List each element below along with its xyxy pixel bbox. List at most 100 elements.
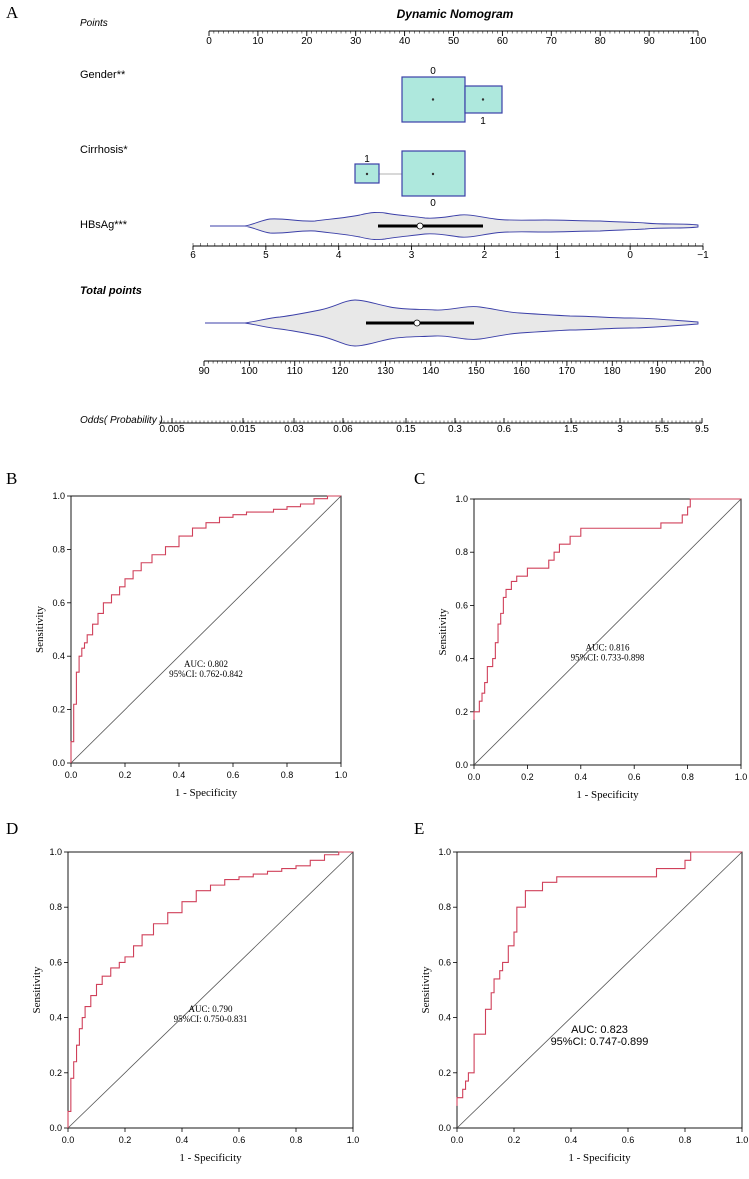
- hbsag-row: 6 5 4 3 2 1 0 −1: [190, 211, 709, 261]
- points-axis-tick-label: 80: [595, 36, 607, 47]
- hbsag-axis-tick-label: 6: [190, 250, 196, 261]
- roc-d-x-tick-label: 0.4: [176, 1135, 189, 1145]
- roc-d-diagonal: [67, 851, 354, 1129]
- hbsag-median: [416, 222, 424, 230]
- roc-c-frame: [473, 498, 742, 766]
- roc-e-xlabel: 1 - Specificity: [568, 1152, 631, 1164]
- odds-axis-tick-label: 0.03: [284, 424, 304, 435]
- roc-b-x-tick-label: 0.4: [173, 770, 186, 780]
- roc-b-x-tick-label: 0.0: [65, 770, 78, 780]
- total-points-axis-tick-label: 110: [287, 366, 303, 377]
- roc-b-curve: [70, 495, 341, 763]
- roc-panel-d: 0.00.0 0.2 0.2 0.4 0.4 0.6 0.6 0.8 0.8 1.0 1.0 AUC:…: [31, 847, 359, 1164]
- total-points-axis-tick-label: 160: [513, 366, 530, 377]
- roc-e-y-tick-label: 1.0: [438, 847, 451, 857]
- roc-e-auc: AUC: 0.823: [571, 1024, 628, 1036]
- points-axis-tick-label: 20: [301, 36, 313, 47]
- points-axis-tick-label: 100: [690, 36, 707, 47]
- hbsag-axis-tick-label: 3: [409, 250, 415, 261]
- roc-b-diagonal: [70, 495, 342, 764]
- roc-b-y-tick-label: 0.6: [52, 598, 65, 608]
- roc-b-x-tick-label: 0.6: [227, 770, 240, 780]
- points-axis-tick-label: 0: [206, 36, 212, 47]
- roc-e-curve: [456, 851, 742, 1106]
- roc-b-frame: [70, 495, 342, 764]
- total-points-axis-tick-label: 140: [422, 366, 439, 377]
- panel-letter-b: B: [6, 469, 17, 488]
- roc-c-x-tick-label: 0.6: [628, 772, 641, 782]
- roc-e-x-tick-label: 0.4: [565, 1135, 578, 1145]
- roc-d-x-tick-label: 0.2: [119, 1135, 132, 1145]
- cirrhosis-level-0: 0: [430, 198, 436, 209]
- roc-b-x-tick-label: 0.8: [281, 770, 294, 780]
- points-axis-tick-label: 50: [448, 36, 460, 47]
- hbsag-axis-tick-label: 0: [627, 250, 633, 261]
- roc-d-y-tick-label: 0.6: [49, 957, 62, 967]
- roc-c-x-tick-label: 0.0: [468, 772, 481, 782]
- roc-b-x-tick-label: 1.0: [335, 770, 348, 780]
- roc-e-y-tick-label: 0.4: [438, 1013, 451, 1023]
- hbsag-axis-tick-label: 1: [555, 250, 561, 261]
- roc-c-x-tick-label: 0.8: [681, 772, 694, 782]
- roc-c-y-tick-label: 1.0: [455, 494, 468, 504]
- gender-label: Gender**: [80, 69, 126, 81]
- roc-d-y-tick-label: 0.0: [49, 1123, 62, 1133]
- roc-b-y-tick-label: 0.2: [52, 705, 65, 715]
- roc-e-ci: 95%CI: 0.747-0.899: [551, 1036, 649, 1048]
- hbsag-axis-tick-label: −1: [697, 250, 709, 261]
- roc-c-y-tick-label: 0.4: [455, 654, 468, 664]
- cirrhosis-label: Cirrhosis*: [80, 144, 128, 156]
- roc-e-x-tick-label: 0.0: [451, 1135, 464, 1145]
- points-axis-tick-label: 90: [644, 36, 656, 47]
- roc-e-ylabel: Sensitivity: [420, 966, 432, 1014]
- roc-c-auc: AUC: 0.816: [585, 643, 630, 653]
- panel-letter-e: E: [414, 819, 424, 838]
- gender-level-0: 0: [430, 66, 436, 77]
- total-points-axis: 90 100 110 120 130 140 150 160 170 180 190 200: [198, 360, 712, 377]
- odds-axis: 0.005 0.015 0.03 0.06 0.15 0.3 0.6 1.5 3 5.5 9.5: [159, 418, 709, 435]
- roc-b-y-tick-label: 0.4: [52, 651, 65, 661]
- roc-b-y-tick-label: 0.0: [52, 758, 65, 768]
- roc-d-x-tick-label: 0.6: [233, 1135, 246, 1145]
- panel-letter-a: A: [6, 3, 19, 22]
- roc-e-y-tick-label: 0.0: [438, 1123, 451, 1133]
- roc-panel-b: 0.00.0 0.2 0.2 0.4 0.4 0.6 0.6 0.8 0.8 1.0 1.0 AUC:…: [34, 491, 347, 799]
- roc-c-ci: 95%CI: 0.733-0.898: [571, 653, 645, 663]
- roc-c-ylabel: Sensitivity: [437, 608, 449, 656]
- total-points-axis-tick-label: 120: [332, 366, 349, 377]
- roc-b-ci: 95%CI: 0.762-0.842: [169, 669, 243, 679]
- odds-axis-tick-label: 5.5: [655, 424, 669, 435]
- roc-d-x-tick-label: 0.0: [62, 1135, 75, 1145]
- total-points-axis-tick-label: 170: [559, 366, 576, 377]
- odds-axis-tick-label: 3: [617, 424, 623, 435]
- odds-axis-tick-label: 1.5: [564, 424, 578, 435]
- cirrhosis-row: 1 0: [354, 150, 466, 209]
- roc-e-x-tick-label: 0.2: [508, 1135, 521, 1145]
- gender-level-1: 1: [480, 116, 486, 127]
- roc-b-y-tick-label: 1.0: [52, 491, 65, 501]
- roc-b-ylabel: Sensitivity: [34, 605, 46, 653]
- total-points-axis-tick-label: 130: [377, 366, 394, 377]
- roc-c-y-tick-label: 0.8: [455, 547, 468, 557]
- odds-axis-tick-label: 0.15: [396, 424, 416, 435]
- cirrhosis-level-1: 1: [364, 154, 370, 165]
- cirrhosis-dot-1: [365, 172, 369, 176]
- roc-b-auc: AUC: 0.802: [184, 659, 228, 669]
- roc-c-x-tick-label: 0.2: [521, 772, 534, 782]
- gender-dot-1: [481, 98, 485, 101]
- total-points-axis-tick-label: 190: [649, 366, 666, 377]
- points-axis-tick-label: 30: [350, 36, 362, 47]
- roc-b-xlabel: 1 - Specificity: [175, 787, 238, 799]
- gender-box-1: [464, 85, 503, 114]
- hbsag-axis: 6 5 4 3 2 1 0 −1: [190, 243, 709, 261]
- cirrhosis-dot-0: [431, 172, 435, 176]
- hbsag-axis-tick-label: 4: [336, 250, 342, 261]
- roc-c-y-tick-label: 0.0: [455, 760, 468, 770]
- roc-c-y-tick-label: 0.2: [455, 707, 468, 717]
- roc-d-x-tick-label: 1.0: [347, 1135, 360, 1145]
- roc-d-curve: [67, 851, 353, 1128]
- roc-e-x-tick-label: 1.0: [736, 1135, 749, 1145]
- roc-d-auc: AUC: 0.790: [188, 1004, 233, 1014]
- roc-e-diagonal: [456, 851, 743, 1129]
- roc-c-x-tick-label: 0.4: [575, 772, 588, 782]
